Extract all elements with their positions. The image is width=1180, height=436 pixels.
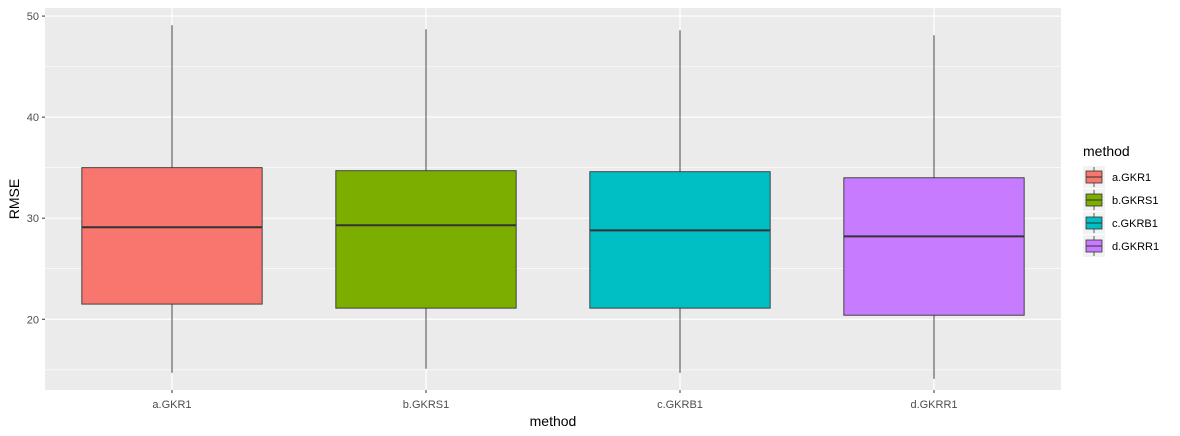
box-body	[81, 167, 263, 305]
box-d.GKRR1	[843, 35, 1025, 379]
legend-title: method	[1083, 143, 1130, 159]
y-tick-label: 30	[27, 213, 39, 225]
legend-item-d.GKRR1: d.GKRR1	[1083, 235, 1159, 257]
box-body	[335, 170, 517, 309]
x-tick-label: d.GKRR1	[910, 399, 957, 411]
y-tick-label: 40	[27, 112, 39, 124]
y-axis-title: RMSE	[6, 179, 22, 219]
legend-item-a.GKR1: a.GKR1	[1083, 166, 1151, 188]
legend-label: b.GKRS1	[1112, 195, 1158, 207]
box-a.GKR1	[81, 25, 263, 373]
box-body	[843, 177, 1025, 316]
legend-label: a.GKR1	[1112, 172, 1151, 184]
x-axis: a.GKR1 b.GKRS1 c.GKRB1 d.GKRR1	[152, 390, 958, 411]
legend-item-b.GKRS1: b.GKRS1	[1083, 189, 1158, 211]
x-axis-title: method	[530, 413, 577, 429]
legend: method a.GKR1 b.GKRS1 c.GKRB1 d.GKRR1	[1083, 143, 1159, 257]
x-tick-label: c.GKRB1	[657, 399, 703, 411]
y-tick-label: 20	[27, 314, 39, 326]
box-body	[589, 171, 771, 309]
boxes-group	[81, 25, 1025, 379]
y-tick-label: 50	[27, 11, 39, 23]
x-tick-label: b.GKRS1	[403, 399, 449, 411]
legend-item-c.GKRB1: c.GKRB1	[1083, 212, 1158, 234]
box-c.GKRB1	[589, 30, 771, 373]
x-tick-label: a.GKR1	[152, 399, 191, 411]
legend-label: c.GKRB1	[1112, 218, 1158, 230]
box-b.GKRS1	[335, 29, 517, 369]
legend-label: d.GKRR1	[1112, 241, 1159, 253]
y-axis: 20 30 40 50	[27, 11, 45, 326]
